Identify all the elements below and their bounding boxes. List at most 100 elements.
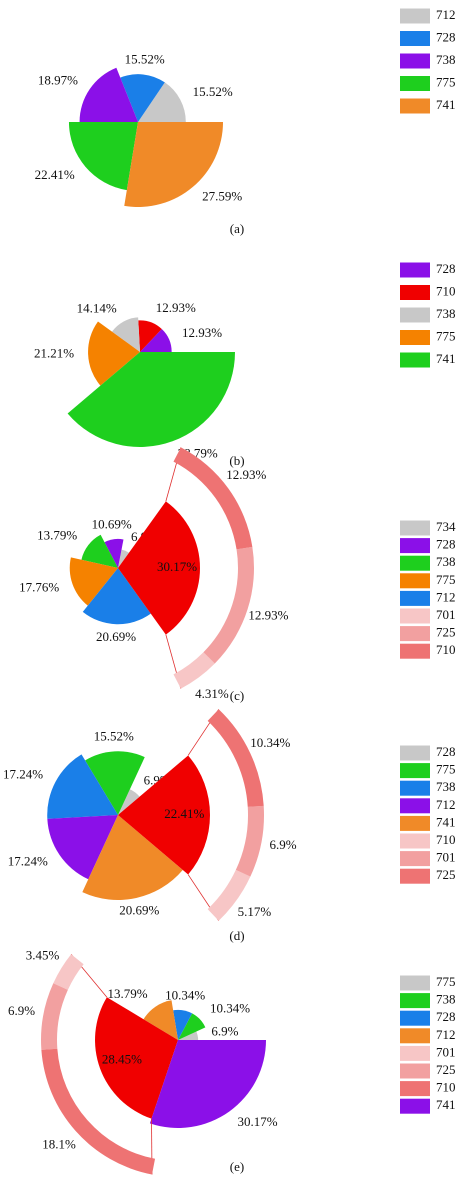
slice-label: 18.97% <box>38 72 78 87</box>
pie-slice <box>118 755 211 875</box>
ring-label: 12.93% <box>226 467 266 482</box>
legend-label: 728 <box>436 261 456 276</box>
legend-swatch <box>400 993 430 1009</box>
pie-slice <box>149 1040 266 1128</box>
slice-label: 15.52% <box>193 84 233 99</box>
legend-swatch <box>400 1063 430 1079</box>
legend-label: 728 <box>436 744 456 759</box>
legend-label: 741 <box>436 351 456 366</box>
slice-label: 13.79% <box>37 528 77 543</box>
pie-slice <box>118 501 200 635</box>
slice-label: 10.69% <box>92 516 132 531</box>
legend-label: 728 <box>436 1009 456 1024</box>
slice-label: 10.34% <box>165 987 205 1002</box>
slice-label: 17.24% <box>3 766 43 781</box>
legend-label: 738 <box>436 52 456 67</box>
pie-slice <box>143 1000 178 1040</box>
pie-slice <box>138 82 186 122</box>
legend-swatch <box>400 626 430 642</box>
pie-slice <box>138 320 162 352</box>
pie-slice <box>79 67 138 123</box>
legend-swatch <box>400 1081 430 1097</box>
ring-segment <box>207 709 264 807</box>
pie-slice <box>178 1013 206 1040</box>
caption: (e) <box>230 1159 244 1174</box>
legend-swatch <box>400 98 430 114</box>
ring-segment <box>207 869 251 921</box>
legend-swatch <box>400 815 430 831</box>
slice-label: 14.14% <box>77 300 117 315</box>
caption: (c) <box>230 688 244 703</box>
slice-label: 6.9% <box>211 1024 238 1039</box>
pie-slice <box>120 74 165 122</box>
pie-slice <box>118 789 140 815</box>
ring-segment <box>173 652 215 689</box>
caption: (d) <box>229 928 244 943</box>
caption: (b) <box>229 453 244 468</box>
pie-slice <box>47 815 118 880</box>
legend-label: 775 <box>436 74 456 89</box>
legend-label: 710 <box>436 283 456 298</box>
caption: (a) <box>230 221 244 236</box>
ring-label: 3.45% <box>26 948 60 963</box>
legend-label: 725 <box>436 1062 456 1077</box>
slice-label: 12.93% <box>182 325 222 340</box>
ring-label: 6.9% <box>8 1003 35 1018</box>
legend-swatch <box>400 520 430 536</box>
legend-label: 738 <box>436 306 456 321</box>
slice-label: 30.17% <box>157 559 197 574</box>
slice-label: 15.52% <box>125 52 165 67</box>
legend-swatch <box>400 307 430 323</box>
legend-label: 701 <box>436 850 456 865</box>
legend-label: 712 <box>436 797 456 812</box>
pie-slice <box>88 321 140 386</box>
legend-label: 738 <box>436 992 456 1007</box>
legend-label: 775 <box>436 974 456 989</box>
slice-label: 10.34% <box>210 1001 250 1016</box>
legend-label: 738 <box>436 554 456 569</box>
slice-label: 13.79% <box>107 986 147 1001</box>
pie-slice <box>81 534 118 568</box>
slice-label: 20.69% <box>119 903 159 918</box>
legend-swatch <box>400 798 430 814</box>
legend-label: 775 <box>436 328 456 343</box>
legend-swatch <box>400 1010 430 1026</box>
pie-slice <box>140 329 172 352</box>
ring-label: 4.31% <box>195 686 229 701</box>
legend-label: 725 <box>436 867 456 882</box>
ring-label: 10.34% <box>250 735 290 750</box>
legend-label: 712 <box>436 7 456 22</box>
legend-swatch <box>400 833 430 849</box>
legend-swatch <box>400 643 430 659</box>
legend-label: 741 <box>436 97 456 112</box>
slice-label: 20.69% <box>96 629 136 644</box>
ring-segment <box>53 954 84 990</box>
legend-label: 738 <box>436 779 456 794</box>
pie-slice <box>82 568 151 625</box>
pie-slice <box>124 122 223 208</box>
pie-slice <box>178 1031 199 1040</box>
pie-slice <box>95 997 178 1119</box>
slice-label: 22.41% <box>164 806 204 821</box>
legend-label: 712 <box>436 1027 456 1042</box>
slice-label: 22.41% <box>35 167 75 182</box>
pie-slice <box>85 751 145 815</box>
pie-slice <box>69 557 118 606</box>
ring-segment <box>41 1048 156 1175</box>
pie-slice <box>111 317 140 352</box>
legend-swatch <box>400 1098 430 1114</box>
legend-label: 701 <box>436 1044 456 1059</box>
slice-label: 28.45% <box>102 1052 142 1067</box>
pie-slice <box>118 549 129 568</box>
ring-segment <box>41 983 68 1050</box>
legend-swatch <box>400 53 430 69</box>
legend-swatch <box>400 608 430 624</box>
legend-swatch <box>400 763 430 779</box>
legend-label: 775 <box>436 762 456 777</box>
legend-label: 775 <box>436 572 456 587</box>
ring-label: 6.9% <box>270 837 297 852</box>
slice-label: 12.93% <box>156 300 196 315</box>
legend-label: 710 <box>436 832 456 847</box>
